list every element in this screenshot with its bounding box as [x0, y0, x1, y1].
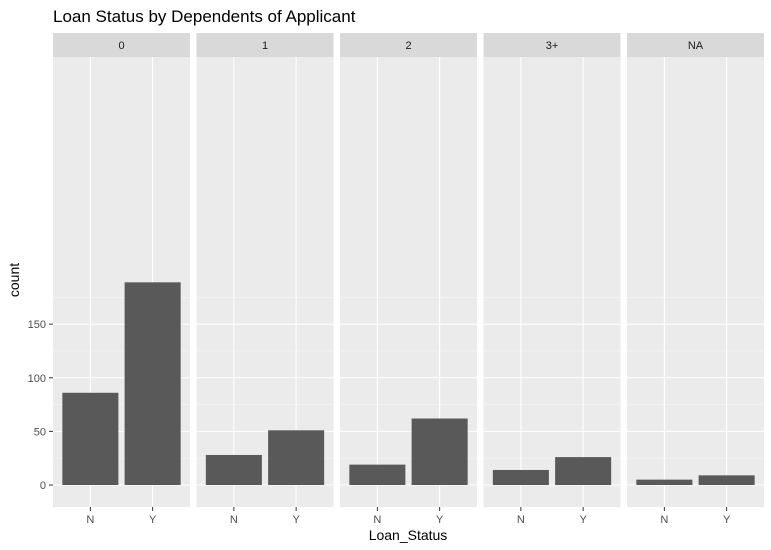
bar-NA-N [636, 479, 693, 485]
facet-panel-NA: NA N Y [627, 33, 764, 526]
bar-0-N [62, 392, 119, 485]
y-tick-label: 150 [28, 319, 46, 331]
x-axis-title: Loan_Status [369, 527, 448, 543]
y-tick-label: 100 [28, 373, 46, 385]
y-axis-title: count [6, 263, 22, 297]
x-tick-label: N [230, 514, 238, 526]
facet-strip-label: 0 [118, 40, 124, 52]
facet-strip [340, 33, 477, 57]
panel-background [483, 57, 621, 507]
y-tick-label: 50 [34, 426, 46, 438]
x-tick-label: Y [436, 514, 444, 526]
facet-strip-label: 3+ [546, 40, 559, 52]
facet-strip-label: 2 [405, 40, 411, 52]
facet-strip [196, 33, 334, 57]
bar-2-Y [411, 418, 468, 485]
facet-strip-label: NA [688, 40, 704, 52]
facet-strip [53, 33, 190, 57]
facet-panel-3+: 3+ N Y [483, 33, 621, 526]
facet-panels: 0 N Y 1 N Y 2 N Y 3+ N Y NA N Y [53, 33, 764, 526]
x-tick-label: N [373, 514, 381, 526]
x-tick-label: N [660, 514, 668, 526]
bar-NA-Y [698, 475, 755, 485]
bar-2-N [349, 464, 406, 485]
facet-strip-label: 1 [262, 40, 268, 52]
facet-strip [627, 33, 764, 57]
y-axis: 0 50 100 150 [28, 319, 53, 492]
x-tick-label: Y [723, 514, 731, 526]
x-tick-label: N [517, 514, 525, 526]
bar-1-N [205, 454, 262, 485]
x-tick-label: Y [579, 514, 587, 526]
panel-background [627, 57, 764, 507]
facet-strip [483, 33, 621, 57]
chart-title: Loan Status by Dependents of Applicant [53, 7, 356, 26]
x-tick-label: N [86, 514, 94, 526]
bar-1-Y [268, 430, 325, 485]
y-tick-label: 0 [40, 480, 46, 492]
bar-3+-N [492, 469, 549, 485]
facet-panel-2: 2 N Y [340, 33, 477, 526]
x-tick-label: Y [149, 514, 157, 526]
bar-3+-Y [555, 457, 612, 485]
facet-panel-0: 0 N Y [53, 33, 190, 526]
facet-panel-1: 1 N Y [196, 33, 334, 526]
bar-0-Y [124, 282, 181, 485]
x-tick-label: Y [292, 514, 300, 526]
